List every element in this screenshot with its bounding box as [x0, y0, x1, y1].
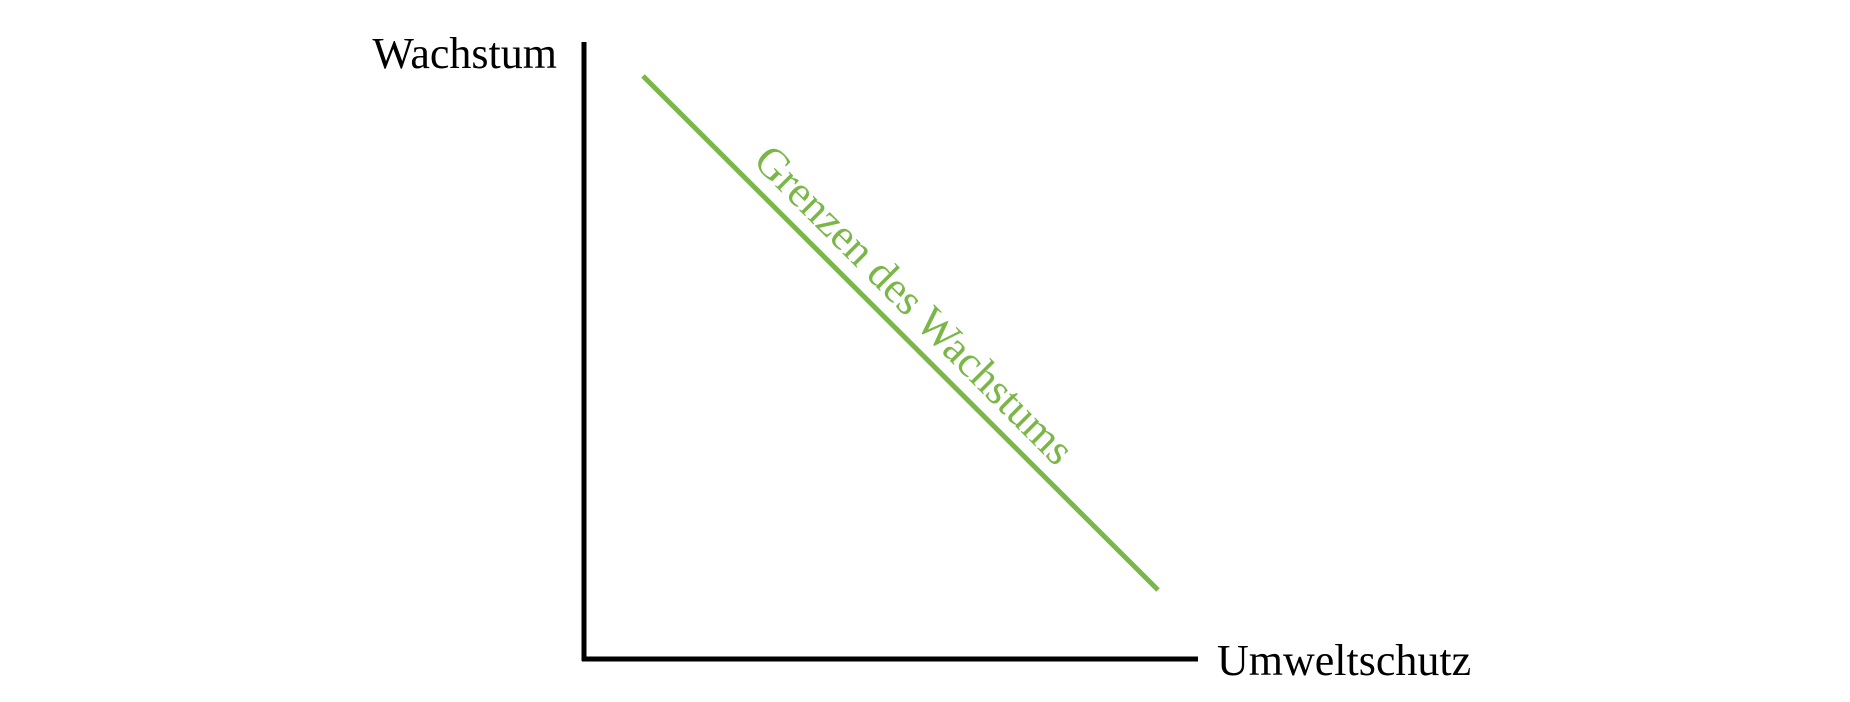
y-axis-label: Wachstum: [372, 29, 557, 78]
x-axis-label: Umweltschutz: [1217, 636, 1471, 685]
growth-limit-line: [641, 74, 1160, 592]
growth-limit-label: Grenzen des Wachstums: [745, 135, 1084, 474]
